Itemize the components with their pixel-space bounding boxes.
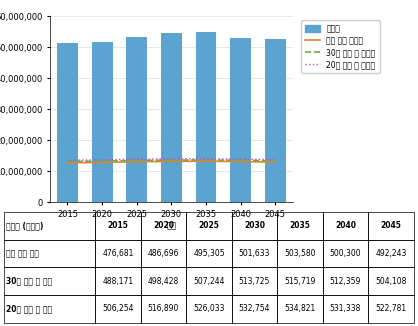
Text: 522,781: 522,781 xyxy=(375,304,407,313)
Text: 476,681: 476,681 xyxy=(102,249,134,258)
Bar xyxy=(95,240,141,267)
Bar xyxy=(323,212,368,240)
Bar xyxy=(232,240,277,267)
Text: 504,108: 504,108 xyxy=(375,277,407,286)
X-axis label: 연도: 연도 xyxy=(166,222,176,230)
Bar xyxy=(4,212,95,240)
Bar xyxy=(323,295,368,323)
Text: 2045: 2045 xyxy=(381,221,402,230)
Legend: 총인구, 현재 기준 수검자, 30대 확대 시 수검자, 20대 확대 시 수검자: 총인구, 현재 기준 수검자, 30대 확대 시 수검자, 20대 확대 시 수… xyxy=(301,20,380,73)
Bar xyxy=(4,295,95,323)
Bar xyxy=(368,240,414,267)
Text: 2015: 2015 xyxy=(107,221,128,230)
Bar xyxy=(323,240,368,267)
Text: 515,719: 515,719 xyxy=(284,277,316,286)
Text: 512,359: 512,359 xyxy=(330,277,361,286)
Bar xyxy=(141,240,186,267)
Bar xyxy=(95,267,141,295)
Text: 492,243: 492,243 xyxy=(375,249,407,258)
Text: 532,754: 532,754 xyxy=(239,304,270,313)
Bar xyxy=(277,212,323,240)
Bar xyxy=(265,39,285,202)
Bar xyxy=(368,267,414,295)
Text: 507,244: 507,244 xyxy=(193,277,225,286)
Text: 531,338: 531,338 xyxy=(330,304,361,313)
Text: 526,033: 526,033 xyxy=(193,304,225,313)
Text: 516,890: 516,890 xyxy=(148,304,179,313)
Bar xyxy=(232,295,277,323)
Text: 2025: 2025 xyxy=(199,221,219,230)
Text: 503,580: 503,580 xyxy=(284,249,316,258)
Bar xyxy=(92,42,112,202)
Text: 513,725: 513,725 xyxy=(239,277,270,286)
Text: 2035: 2035 xyxy=(290,221,311,230)
Bar xyxy=(277,240,323,267)
Text: 495,305: 495,305 xyxy=(193,249,225,258)
Bar xyxy=(323,267,368,295)
Bar xyxy=(141,267,186,295)
Bar xyxy=(186,212,232,240)
Bar xyxy=(161,33,182,202)
Text: 501,633: 501,633 xyxy=(239,249,270,258)
Text: 506,254: 506,254 xyxy=(102,304,134,313)
Bar xyxy=(57,43,78,202)
Text: 488,171: 488,171 xyxy=(102,277,133,286)
Text: 2020: 2020 xyxy=(153,221,174,230)
Text: 현재 기준 예산: 현재 기준 예산 xyxy=(6,249,39,258)
Bar xyxy=(277,267,323,295)
Text: 20대 확대 시 예산: 20대 확대 시 예산 xyxy=(6,304,52,313)
Bar xyxy=(230,38,251,202)
Text: 2040: 2040 xyxy=(335,221,356,230)
Text: 498,428: 498,428 xyxy=(148,277,179,286)
Bar xyxy=(232,267,277,295)
Text: 30대 확대 시 예산: 30대 확대 시 예산 xyxy=(6,277,52,286)
Bar xyxy=(196,32,217,202)
Bar xyxy=(232,212,277,240)
Bar xyxy=(4,267,95,295)
Bar xyxy=(186,295,232,323)
Bar xyxy=(95,212,141,240)
Bar xyxy=(141,295,186,323)
Text: 486,696: 486,696 xyxy=(148,249,179,258)
Bar xyxy=(368,212,414,240)
Bar xyxy=(277,295,323,323)
Bar xyxy=(126,37,147,202)
Bar xyxy=(4,240,95,267)
Bar xyxy=(95,295,141,323)
Bar xyxy=(186,240,232,267)
Text: 총예산 (백만원): 총예산 (백만원) xyxy=(6,221,43,230)
Bar xyxy=(186,267,232,295)
Text: 500,300: 500,300 xyxy=(330,249,361,258)
Text: 534,821: 534,821 xyxy=(284,304,316,313)
Bar xyxy=(141,212,186,240)
Text: 2030: 2030 xyxy=(244,221,265,230)
Bar xyxy=(368,295,414,323)
